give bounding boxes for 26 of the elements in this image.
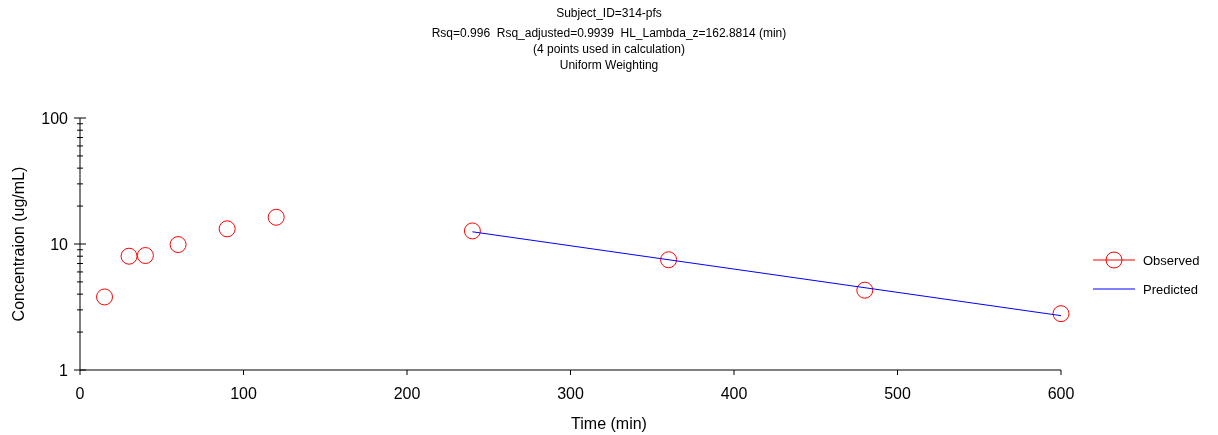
x-tick-label: 200 bbox=[393, 385, 421, 402]
legend-label: Observed bbox=[1143, 253, 1200, 268]
x-axis-title: Time (min) bbox=[571, 415, 647, 432]
point bbox=[463, 222, 481, 240]
y-tick-label: 10 bbox=[50, 236, 69, 253]
point bbox=[218, 220, 236, 238]
point bbox=[136, 247, 154, 265]
chart-subtitle: Rsq=0.996 Rsq_adjusted=0.9939 HL_Lambda_z=162.8814 (min) (4 points used in calculation) Uniform Weighting bbox=[431, 26, 787, 72]
x-tick-label: 600 bbox=[1047, 385, 1075, 402]
point bbox=[169, 236, 187, 254]
point bbox=[120, 247, 138, 265]
point bbox=[856, 281, 874, 299]
y-axis-title: Concentraion (ug/mL) bbox=[10, 166, 27, 322]
point bbox=[1052, 305, 1070, 323]
x-tick-label: 0 bbox=[75, 385, 85, 402]
x-tick-label: 500 bbox=[884, 385, 911, 402]
x-tick-label: 100 bbox=[230, 385, 257, 402]
point bbox=[267, 208, 285, 226]
x-tick-label: 400 bbox=[720, 385, 748, 402]
chart-title: Subject_ID=314-pfs bbox=[556, 6, 662, 20]
x-tick-label: 300 bbox=[557, 385, 584, 402]
y-tick-label: 1 bbox=[59, 362, 69, 379]
point bbox=[660, 251, 678, 269]
y-tick-label: 100 bbox=[41, 110, 69, 127]
legend-label: Predicted bbox=[1143, 282, 1198, 297]
point bbox=[96, 288, 114, 306]
